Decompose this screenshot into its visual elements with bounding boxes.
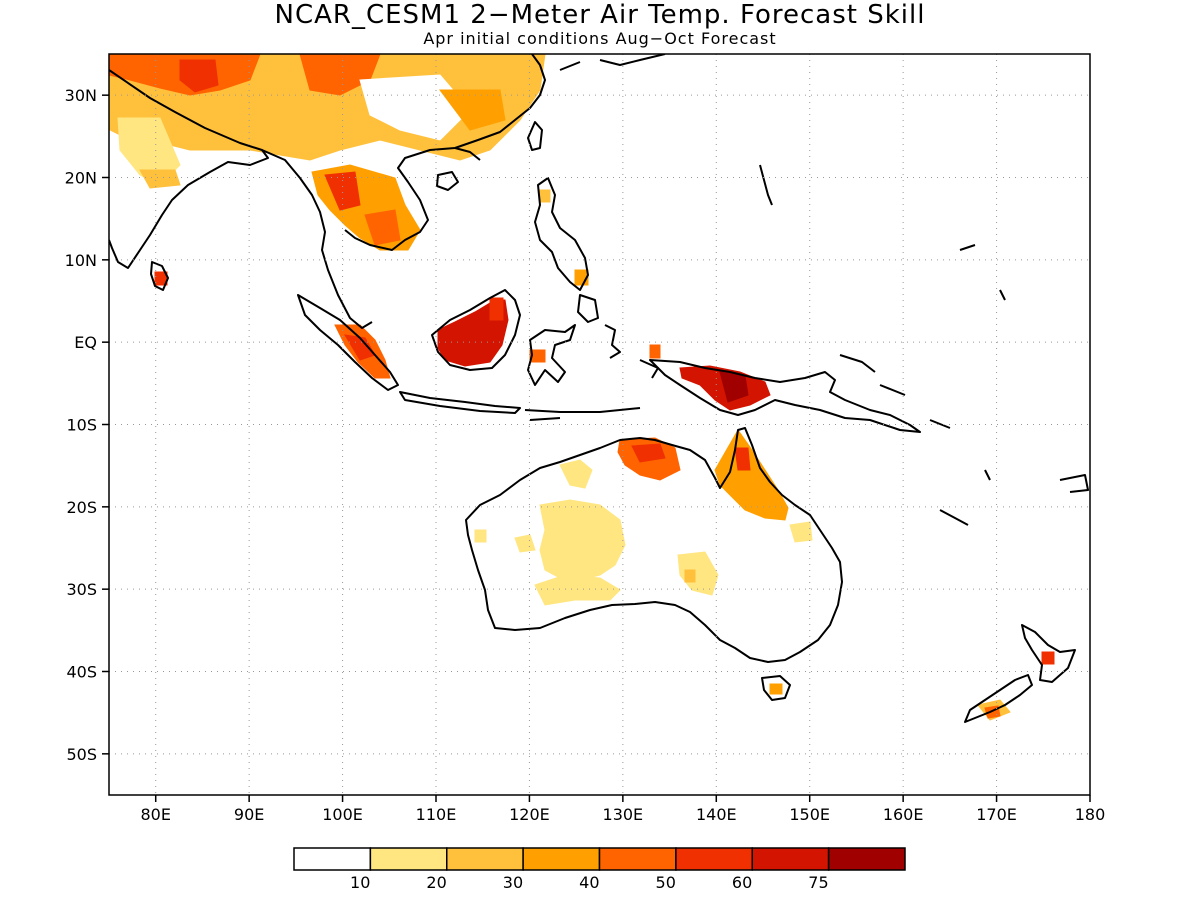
skill-region	[719, 371, 749, 403]
x-tick-label: 110E	[416, 805, 457, 824]
coastline-tasmania	[761, 675, 791, 701]
coastline-sumatra	[297, 294, 399, 391]
y-tick-label: 30S	[66, 580, 97, 599]
colorbar-label: 40	[579, 873, 599, 892]
skill-region	[631, 443, 666, 463]
coastline-china	[454, 147, 481, 161]
y-axis: 30N 20N 10N EQ 10S 20S 30S 40S 50S	[65, 86, 109, 764]
coastline-lesser-sunda	[524, 407, 641, 421]
colorbar-label: 30	[503, 873, 523, 892]
coastline-new-guinea	[649, 359, 921, 433]
y-tick-label: 10S	[66, 416, 97, 435]
y-tick-label: 30N	[65, 86, 97, 105]
coastline-taiwan	[527, 121, 543, 151]
skill-region	[559, 459, 593, 489]
skill-region	[714, 429, 789, 521]
colorbar: 10 20 30 40 50 60 75	[293, 847, 906, 892]
skill-region	[474, 529, 487, 543]
skill-region	[539, 499, 626, 581]
y-tick-label: 10N	[65, 251, 97, 270]
skill-region	[364, 209, 401, 246]
chart-subtitle: Apr initial conditions Aug−Oct Forecast	[423, 29, 777, 48]
y-tick-label: 20N	[65, 169, 97, 188]
x-tick-label: 170E	[976, 805, 1017, 824]
skill-region	[439, 89, 506, 131]
x-tick-label: 150E	[789, 805, 830, 824]
skill-region	[529, 349, 546, 363]
skill-region	[139, 169, 181, 189]
skill-region	[1041, 651, 1055, 665]
colorbar-swatch	[369, 847, 448, 871]
skill-region	[539, 189, 551, 203]
colorbar-label: 60	[732, 873, 752, 892]
skill-region	[489, 297, 504, 321]
x-tick-label: 130E	[603, 805, 644, 824]
coastline-japan	[559, 54, 666, 71]
coastline-nz-north	[1021, 624, 1076, 683]
skill-region	[734, 447, 751, 471]
x-tick-label: 180	[1075, 805, 1106, 824]
coastline-borneo	[431, 289, 521, 371]
coastline-myanmar-malaya	[261, 149, 373, 329]
x-tick-label: 160E	[883, 805, 924, 824]
coastline-sri-lanka	[150, 261, 169, 291]
skill-region	[789, 521, 813, 543]
coastline-layer	[109, 54, 1089, 723]
colorbar-label: 50	[656, 873, 676, 892]
skill-region	[649, 344, 661, 359]
colorbar-swatch	[675, 847, 753, 871]
skill-region	[179, 59, 219, 93]
coastline-hainan	[436, 171, 459, 191]
skill-region	[154, 271, 168, 286]
x-tick-label: 90E	[234, 805, 264, 824]
x-tick-label: 80E	[140, 805, 170, 824]
colorbar-label: 10	[350, 873, 370, 892]
colorbar-swatch	[446, 847, 524, 871]
y-tick-label: EQ	[74, 333, 97, 352]
colorbar-label: 75	[808, 873, 828, 892]
skill-region	[769, 683, 783, 695]
coastline-india	[109, 69, 269, 269]
coastline-solomons	[839, 354, 951, 429]
coastline-philippines	[534, 177, 599, 323]
coastline-australia	[465, 427, 843, 663]
chart-title: NCAR_CESM1 2−Meter Air Temp. Forecast Sk…	[274, 0, 926, 30]
x-tick-label: 140E	[696, 805, 737, 824]
y-tick-label: 50S	[66, 745, 97, 764]
skill-shading-layer	[109, 54, 1055, 721]
colorbar-label: 20	[426, 873, 446, 892]
colorbar-swatch	[827, 847, 906, 871]
colorbar-swatch	[598, 847, 677, 871]
coastline-nz-south	[964, 674, 1033, 723]
colorbar-swatch	[751, 847, 830, 871]
coastline-java	[399, 391, 521, 414]
x-tick-label: 120E	[509, 805, 550, 824]
coastline-pacific-islands	[759, 164, 1089, 526]
y-tick-label: 40S	[66, 663, 97, 682]
coastline-indochina	[344, 54, 546, 251]
skill-region	[324, 171, 361, 211]
y-tick-label: 20S	[66, 498, 97, 517]
skill-region	[534, 574, 621, 606]
skill-region	[514, 534, 536, 553]
x-tick-label: 100E	[322, 805, 363, 824]
skill-region	[677, 551, 719, 596]
colorbar-swatch	[522, 847, 601, 871]
colorbar-swatch	[293, 847, 372, 871]
skill-region	[299, 54, 381, 96]
x-axis: 80E 90E 100E 110E 120E 130E 140E 150E 160E 170E 18…	[140, 795, 1105, 824]
skill-region	[684, 569, 696, 583]
